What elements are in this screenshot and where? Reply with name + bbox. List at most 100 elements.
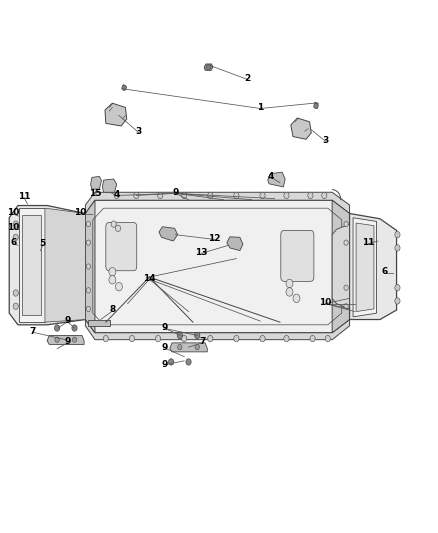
Circle shape <box>182 335 187 342</box>
Polygon shape <box>122 85 126 90</box>
Circle shape <box>155 335 161 342</box>
Text: 10: 10 <box>74 208 87 217</box>
Polygon shape <box>170 343 207 352</box>
Polygon shape <box>19 208 45 322</box>
Polygon shape <box>105 103 127 126</box>
Circle shape <box>234 192 239 199</box>
Polygon shape <box>291 118 311 139</box>
Circle shape <box>55 337 59 342</box>
Circle shape <box>206 64 211 70</box>
Text: 4: 4 <box>113 190 120 199</box>
Polygon shape <box>47 335 84 344</box>
Circle shape <box>208 335 213 342</box>
Circle shape <box>178 344 182 350</box>
Polygon shape <box>22 215 42 316</box>
Circle shape <box>182 192 187 199</box>
Circle shape <box>314 103 318 109</box>
Circle shape <box>208 192 213 199</box>
Circle shape <box>284 335 289 342</box>
Circle shape <box>86 288 91 293</box>
Polygon shape <box>45 208 85 322</box>
Circle shape <box>122 85 126 91</box>
Circle shape <box>395 245 400 251</box>
Text: 9: 9 <box>162 323 168 332</box>
Circle shape <box>86 221 91 227</box>
Circle shape <box>286 288 293 296</box>
FancyBboxPatch shape <box>106 222 137 271</box>
Polygon shape <box>94 210 340 323</box>
Circle shape <box>116 282 122 291</box>
Circle shape <box>344 240 348 245</box>
Circle shape <box>395 231 400 238</box>
Text: 11: 11 <box>362 238 374 247</box>
Polygon shape <box>332 214 350 319</box>
Text: 3: 3 <box>135 127 141 136</box>
Text: 2: 2 <box>244 74 251 83</box>
Text: 10: 10 <box>7 208 19 217</box>
Polygon shape <box>356 223 374 312</box>
Circle shape <box>54 325 60 331</box>
Text: 9: 9 <box>64 316 71 325</box>
Circle shape <box>114 192 119 199</box>
Text: 10: 10 <box>7 223 19 232</box>
Circle shape <box>86 240 91 245</box>
Text: 10: 10 <box>319 298 332 307</box>
Circle shape <box>72 337 77 342</box>
Circle shape <box>286 279 293 288</box>
Circle shape <box>194 332 200 338</box>
Text: 6: 6 <box>10 238 16 247</box>
Polygon shape <box>159 227 178 241</box>
Text: 5: 5 <box>39 239 46 248</box>
Text: 9: 9 <box>64 337 71 346</box>
Circle shape <box>116 225 120 231</box>
Polygon shape <box>314 102 318 109</box>
Text: 7: 7 <box>29 327 36 336</box>
Text: 11: 11 <box>18 192 30 201</box>
Text: 13: 13 <box>195 248 208 257</box>
Text: 4: 4 <box>268 172 275 181</box>
Text: 9: 9 <box>162 360 168 369</box>
Circle shape <box>111 221 116 227</box>
Circle shape <box>325 335 330 342</box>
Polygon shape <box>353 217 377 317</box>
Polygon shape <box>102 179 117 192</box>
Circle shape <box>284 192 289 199</box>
Circle shape <box>13 290 18 296</box>
Circle shape <box>109 276 116 284</box>
Text: 6: 6 <box>381 268 388 276</box>
Text: 9: 9 <box>162 343 168 352</box>
Text: 14: 14 <box>143 273 155 282</box>
Circle shape <box>395 298 400 304</box>
Circle shape <box>129 335 134 342</box>
Circle shape <box>260 192 265 199</box>
Polygon shape <box>85 319 350 340</box>
Polygon shape <box>268 172 285 187</box>
Circle shape <box>344 304 348 309</box>
Circle shape <box>13 303 18 310</box>
Text: 1: 1 <box>257 103 264 112</box>
Polygon shape <box>85 200 95 333</box>
Circle shape <box>86 306 91 312</box>
Circle shape <box>310 335 315 342</box>
Polygon shape <box>88 319 110 326</box>
Circle shape <box>72 325 77 331</box>
Circle shape <box>103 335 109 342</box>
Text: 3: 3 <box>322 136 329 145</box>
Text: 7: 7 <box>199 337 206 346</box>
Circle shape <box>234 335 239 342</box>
Circle shape <box>293 294 300 303</box>
Text: 15: 15 <box>89 189 101 198</box>
Circle shape <box>109 268 116 276</box>
Polygon shape <box>332 200 350 333</box>
Text: 8: 8 <box>109 305 116 314</box>
Circle shape <box>134 192 139 199</box>
Circle shape <box>344 285 348 290</box>
Circle shape <box>186 359 191 365</box>
Circle shape <box>308 192 313 199</box>
Circle shape <box>169 359 174 365</box>
Circle shape <box>86 264 91 269</box>
FancyBboxPatch shape <box>281 230 314 281</box>
Text: 9: 9 <box>172 188 179 197</box>
Polygon shape <box>204 64 213 70</box>
Polygon shape <box>227 237 243 251</box>
